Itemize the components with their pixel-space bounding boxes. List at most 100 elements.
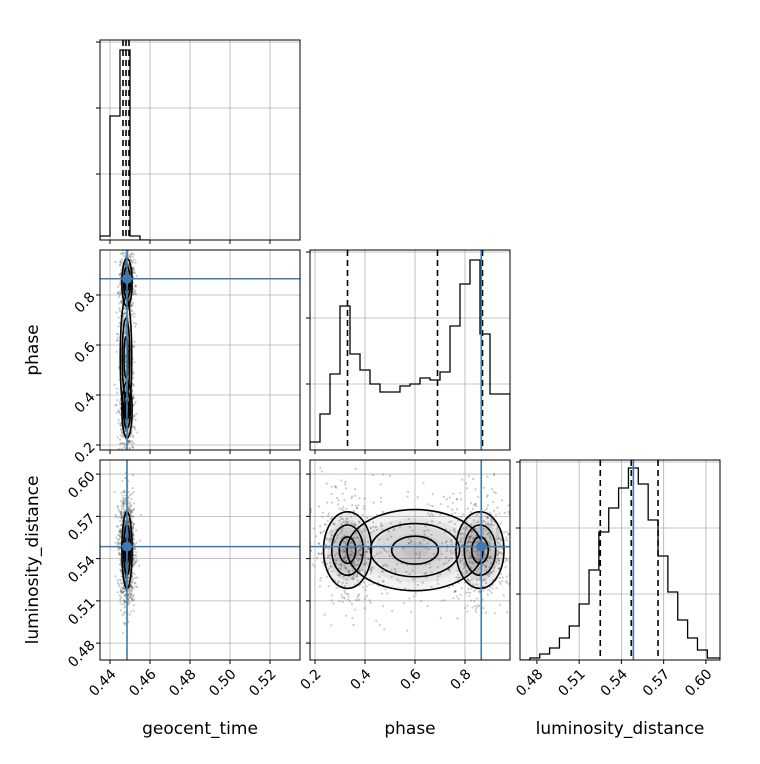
- sample-point: [497, 562, 501, 565]
- sample-point: [124, 299, 127, 303]
- sample-point: [500, 573, 503, 576]
- sample-point: [120, 428, 123, 432]
- sample-point: [382, 570, 385, 573]
- sample-point: [439, 573, 442, 576]
- sample-point: [132, 253, 135, 256]
- sample-point: [461, 572, 464, 575]
- sample-point: [336, 581, 340, 584]
- sample-point: [131, 377, 134, 380]
- sample-point: [372, 521, 375, 524]
- sample-point: [419, 542, 422, 545]
- sample-point: [117, 548, 120, 552]
- sample-point: [117, 516, 120, 519]
- sample-point: [340, 596, 344, 599]
- sample-point: [382, 548, 385, 551]
- sample-point: [507, 533, 510, 536]
- sample-point: [119, 553, 122, 556]
- x-tick-label: 0.2: [298, 666, 325, 693]
- sample-point: [469, 599, 473, 602]
- sample-point: [131, 293, 135, 296]
- sample-point: [410, 610, 413, 613]
- sample-point: [466, 507, 469, 510]
- sample-point: [121, 480, 124, 483]
- sample-point: [412, 595, 415, 598]
- sample-point: [124, 497, 127, 500]
- sample-point: [342, 509, 345, 512]
- sample-point: [462, 526, 465, 529]
- sample-point: [455, 595, 458, 598]
- sample-point: [497, 557, 500, 561]
- sample-point: [338, 573, 341, 576]
- sample-point: [114, 516, 117, 519]
- sample-point: [352, 574, 356, 577]
- sample-point: [133, 361, 136, 364]
- sample-point: [131, 435, 135, 439]
- sample-point: [116, 524, 119, 528]
- sample-point: [119, 511, 122, 514]
- sample-point: [343, 550, 346, 553]
- sample-point: [487, 575, 491, 578]
- sample-point: [345, 507, 348, 511]
- sample-point: [132, 396, 135, 400]
- sample-point: [127, 264, 130, 267]
- sample-point: [429, 566, 432, 569]
- sample-point: [131, 526, 135, 529]
- sample-point: [456, 617, 459, 620]
- sample-point: [354, 467, 357, 471]
- sample-point: [477, 495, 480, 499]
- sample-point: [129, 589, 133, 592]
- y-tick-label: 0.60: [65, 468, 98, 501]
- sample-point: [386, 538, 389, 541]
- sample-point: [124, 575, 127, 578]
- sample-point: [459, 561, 462, 564]
- sample-point: [492, 474, 496, 477]
- sample-point: [124, 386, 127, 389]
- sample-point: [421, 581, 424, 584]
- sample-point: [464, 564, 468, 567]
- sample-point: [350, 541, 353, 544]
- contour-line: [338, 536, 357, 565]
- sample-point: [329, 517, 333, 521]
- sample-point: [387, 530, 390, 533]
- sample-point: [340, 563, 343, 566]
- sample-point: [130, 589, 134, 592]
- sample-point: [350, 497, 353, 500]
- sample-point: [381, 565, 384, 568]
- sample-point: [394, 570, 397, 573]
- sample-point: [132, 414, 136, 417]
- sample-point: [347, 570, 350, 573]
- sample-point: [430, 571, 433, 574]
- sample-point: [410, 540, 413, 543]
- sample-point: [325, 482, 329, 485]
- sample-point: [357, 504, 360, 507]
- sample-point: [490, 591, 493, 594]
- sample-point: [340, 523, 343, 526]
- sample-point: [328, 561, 331, 564]
- sample-point: [372, 501, 375, 504]
- axes-frame: [99, 249, 301, 451]
- sample-point: [129, 504, 133, 507]
- sample-point: [342, 520, 345, 524]
- sample-point: [303, 507, 305, 509]
- sample-point: [319, 531, 323, 534]
- sample-point: [327, 556, 330, 559]
- sample-point: [131, 303, 134, 306]
- sample-point: [119, 513, 122, 516]
- sample-point: [465, 526, 468, 530]
- sample-point: [122, 244, 124, 246]
- sample-point: [484, 554, 487, 557]
- sample-point: [123, 599, 126, 602]
- sample-point: [355, 507, 359, 510]
- sample-point: [444, 556, 448, 559]
- sample-point: [485, 569, 488, 573]
- sample-point: [132, 502, 136, 505]
- sample-point: [363, 570, 367, 573]
- x-tick-label: 0.44: [86, 666, 119, 699]
- sample-point: [121, 591, 125, 594]
- sample-point: [130, 492, 133, 496]
- sample-point: [119, 512, 123, 515]
- sample-point: [341, 600, 344, 603]
- sample-point: [474, 610, 478, 613]
- sample-point: [357, 552, 361, 555]
- sample-point: [462, 513, 465, 516]
